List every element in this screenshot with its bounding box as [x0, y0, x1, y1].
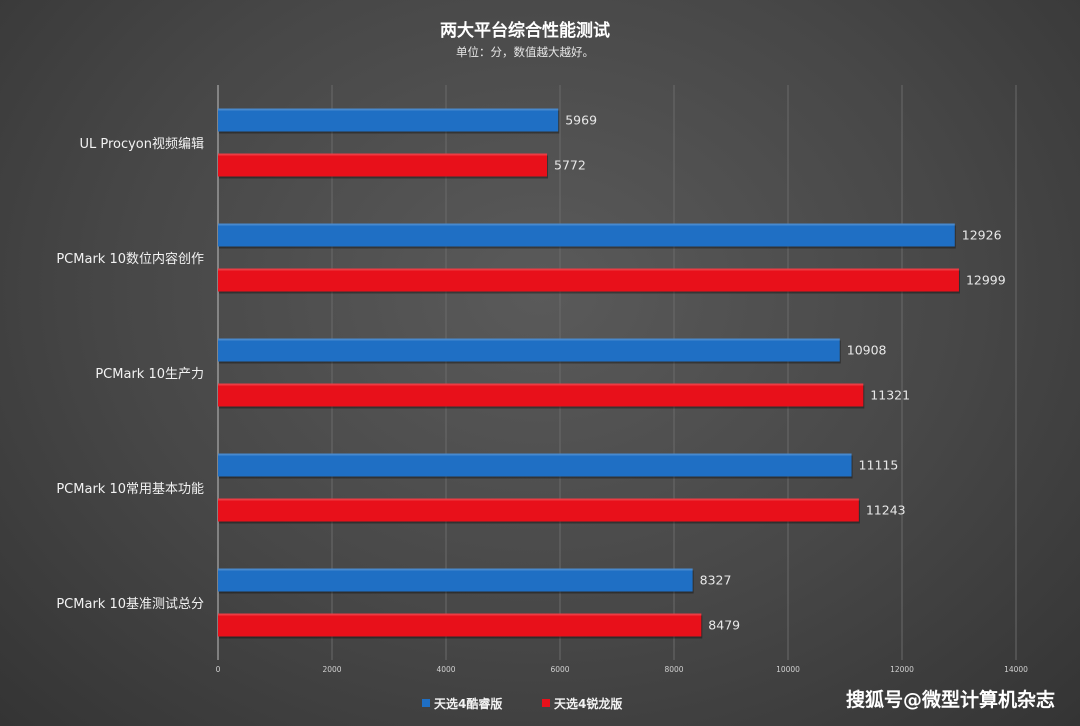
bar-series-1 — [218, 338, 840, 362]
bar-series-2 — [218, 153, 548, 177]
value-label: 5772 — [554, 158, 586, 173]
value-label: 8479 — [708, 618, 740, 633]
bar-highlight — [218, 108, 559, 111]
category-label: PCMark 10生产力 — [95, 367, 204, 382]
chart-subtitle: 单位：分，数值越大越好。 — [456, 45, 594, 59]
watermark: 搜狐号@微型计算机杂志 — [846, 688, 1055, 711]
bar-series-1 — [218, 108, 559, 132]
labels: UL Procyon视频编辑 5969 5772 PCMark 10数位内容创作 129… — [56, 113, 1005, 633]
bar-series-2 — [218, 498, 859, 522]
x-tick-label: 2000 — [322, 665, 341, 674]
bar-series-2 — [218, 383, 864, 407]
bar-series-2 — [218, 613, 702, 637]
legend-swatch — [542, 699, 550, 707]
bar-highlight — [218, 613, 702, 616]
legend-label: 天选4酷睿版 — [434, 696, 502, 711]
category-label: UL Procyon视频编辑 — [79, 137, 204, 152]
bar-highlight — [218, 383, 864, 386]
bar-series-1 — [218, 568, 693, 592]
bar-highlight — [218, 268, 959, 271]
bar-series-2 — [218, 268, 959, 292]
legend-label: 天选4锐龙版 — [554, 696, 622, 711]
value-label: 12926 — [962, 228, 1002, 243]
x-tick-label: 12000 — [890, 665, 914, 674]
bar-highlight — [218, 338, 840, 341]
bar-highlight — [218, 498, 859, 501]
x-tick-label: 8000 — [664, 665, 683, 674]
bar-series-1 — [218, 453, 852, 477]
value-label: 11321 — [870, 388, 910, 403]
value-label: 12999 — [966, 273, 1006, 288]
x-tick-label: 0 — [216, 665, 221, 674]
chart-title: 两大平台综合性能测试 — [440, 20, 610, 41]
value-label: 5969 — [565, 113, 597, 128]
value-label: 11115 — [859, 458, 899, 473]
category-label: PCMark 10基准测试总分 — [56, 597, 204, 612]
x-tick-label: 10000 — [776, 665, 800, 674]
bars — [218, 108, 960, 639]
bar-highlight — [218, 568, 693, 571]
value-label: 10908 — [847, 343, 887, 358]
bar-highlight — [218, 223, 955, 226]
category-label: PCMark 10常用基本功能 — [56, 482, 204, 497]
bar-series-1 — [218, 223, 955, 247]
value-label: 11243 — [866, 503, 906, 518]
x-tick-label: 14000 — [1004, 665, 1028, 674]
legend: 天选4酷睿版 天选4锐龙版 — [422, 696, 622, 711]
bar-highlight — [218, 153, 548, 156]
bar-highlight — [218, 453, 852, 456]
category-label: PCMark 10数位内容创作 — [56, 251, 204, 267]
x-tick-label: 4000 — [436, 665, 455, 674]
grid-lines: 0 2000 4000 6000 8000 10000 12000 14000 — [216, 85, 1028, 674]
x-tick-label: 6000 — [550, 665, 569, 674]
legend-swatch — [422, 699, 430, 707]
value-label: 8327 — [700, 573, 732, 588]
